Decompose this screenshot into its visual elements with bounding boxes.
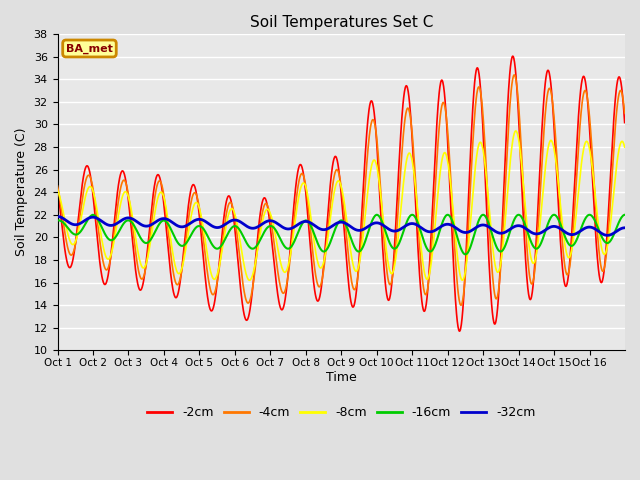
X-axis label: Time: Time: [326, 371, 356, 384]
Legend: -2cm, -4cm, -8cm, -16cm, -32cm: -2cm, -4cm, -8cm, -16cm, -32cm: [142, 401, 540, 424]
Title: Soil Temperatures Set C: Soil Temperatures Set C: [250, 15, 433, 30]
Y-axis label: Soil Temperature (C): Soil Temperature (C): [15, 128, 28, 256]
Text: BA_met: BA_met: [66, 43, 113, 54]
